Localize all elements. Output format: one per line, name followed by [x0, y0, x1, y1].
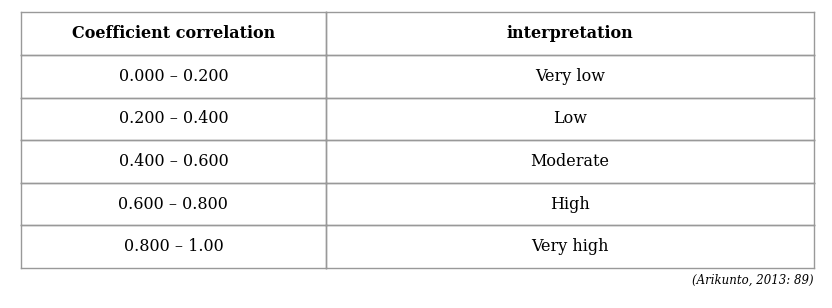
Text: 0.600 – 0.800: 0.600 – 0.800: [118, 196, 228, 213]
Text: interpretation: interpretation: [507, 25, 633, 42]
Text: Coefficient correlation: Coefficient correlation: [72, 25, 275, 42]
Text: Very high: Very high: [531, 238, 609, 255]
Text: 0.400 – 0.600: 0.400 – 0.600: [118, 153, 228, 170]
Text: Low: Low: [553, 110, 587, 127]
Text: 0.800 – 1.00: 0.800 – 1.00: [124, 238, 223, 255]
Text: Very low: Very low: [535, 68, 605, 85]
Text: (Arikunto, 2013: 89): (Arikunto, 2013: 89): [692, 274, 814, 287]
Text: 0.200 – 0.400: 0.200 – 0.400: [119, 110, 228, 127]
Text: High: High: [550, 196, 590, 213]
Text: Moderate: Moderate: [530, 153, 609, 170]
Text: 0.000 – 0.200: 0.000 – 0.200: [119, 68, 228, 85]
